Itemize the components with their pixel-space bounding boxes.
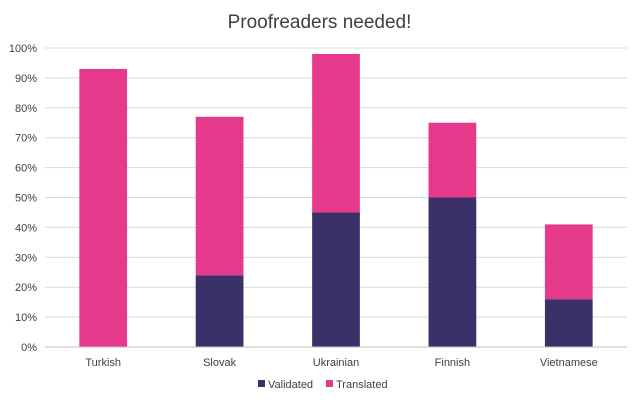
legend-label-translated: Translated — [336, 379, 388, 391]
bar-translated-turkish — [79, 68, 128, 348]
y-tick-label: 60% — [15, 163, 37, 175]
bars — [79, 53, 593, 348]
bar-translated-ukrainian — [312, 53, 360, 213]
legend-swatch-validated — [258, 380, 265, 387]
bar-validated-ukrainian — [312, 212, 360, 347]
y-tick-label: 10% — [15, 312, 37, 324]
y-tick-label: 30% — [15, 252, 37, 264]
y-tick-label: 90% — [15, 73, 37, 85]
bar-validated-finnish — [428, 197, 477, 347]
y-tick-label: 40% — [15, 222, 37, 234]
bar-translated-slovak — [195, 116, 244, 276]
y-tick-label: 20% — [15, 282, 37, 294]
y-tick-label: 100% — [9, 43, 37, 55]
x-tick-label: Turkish — [85, 357, 121, 369]
x-tick-label: Finnish — [435, 357, 470, 369]
x-axis-category-labels: Turkish Slovak Ukrainian Finnish Vietnamese — [85, 357, 597, 369]
bar-translated-vietnamese — [544, 224, 593, 300]
bar-validated-vietnamese — [544, 299, 593, 347]
bar-translated-finnish — [428, 122, 477, 198]
chart-title: Proofreaders needed! — [228, 12, 412, 33]
legend-label-validated: Validated — [268, 379, 313, 391]
bar-validated-slovak — [195, 275, 244, 347]
y-tick-label: 0% — [21, 342, 37, 354]
y-tick-label: 70% — [15, 133, 37, 145]
y-axis-tick-labels: 0% 10% 20% 30% 40% 50% 60% 70% 80% 90% 100% — [9, 43, 37, 354]
y-tick-label: 50% — [15, 193, 37, 205]
x-tick-label: Ukrainian — [313, 357, 359, 369]
x-tick-label: Vietnamese — [540, 357, 598, 369]
legend-swatch-translated — [326, 380, 333, 387]
x-tick-label: Slovak — [203, 357, 237, 369]
legend: Validated Translated — [258, 379, 388, 391]
y-tick-label: 80% — [15, 103, 37, 115]
